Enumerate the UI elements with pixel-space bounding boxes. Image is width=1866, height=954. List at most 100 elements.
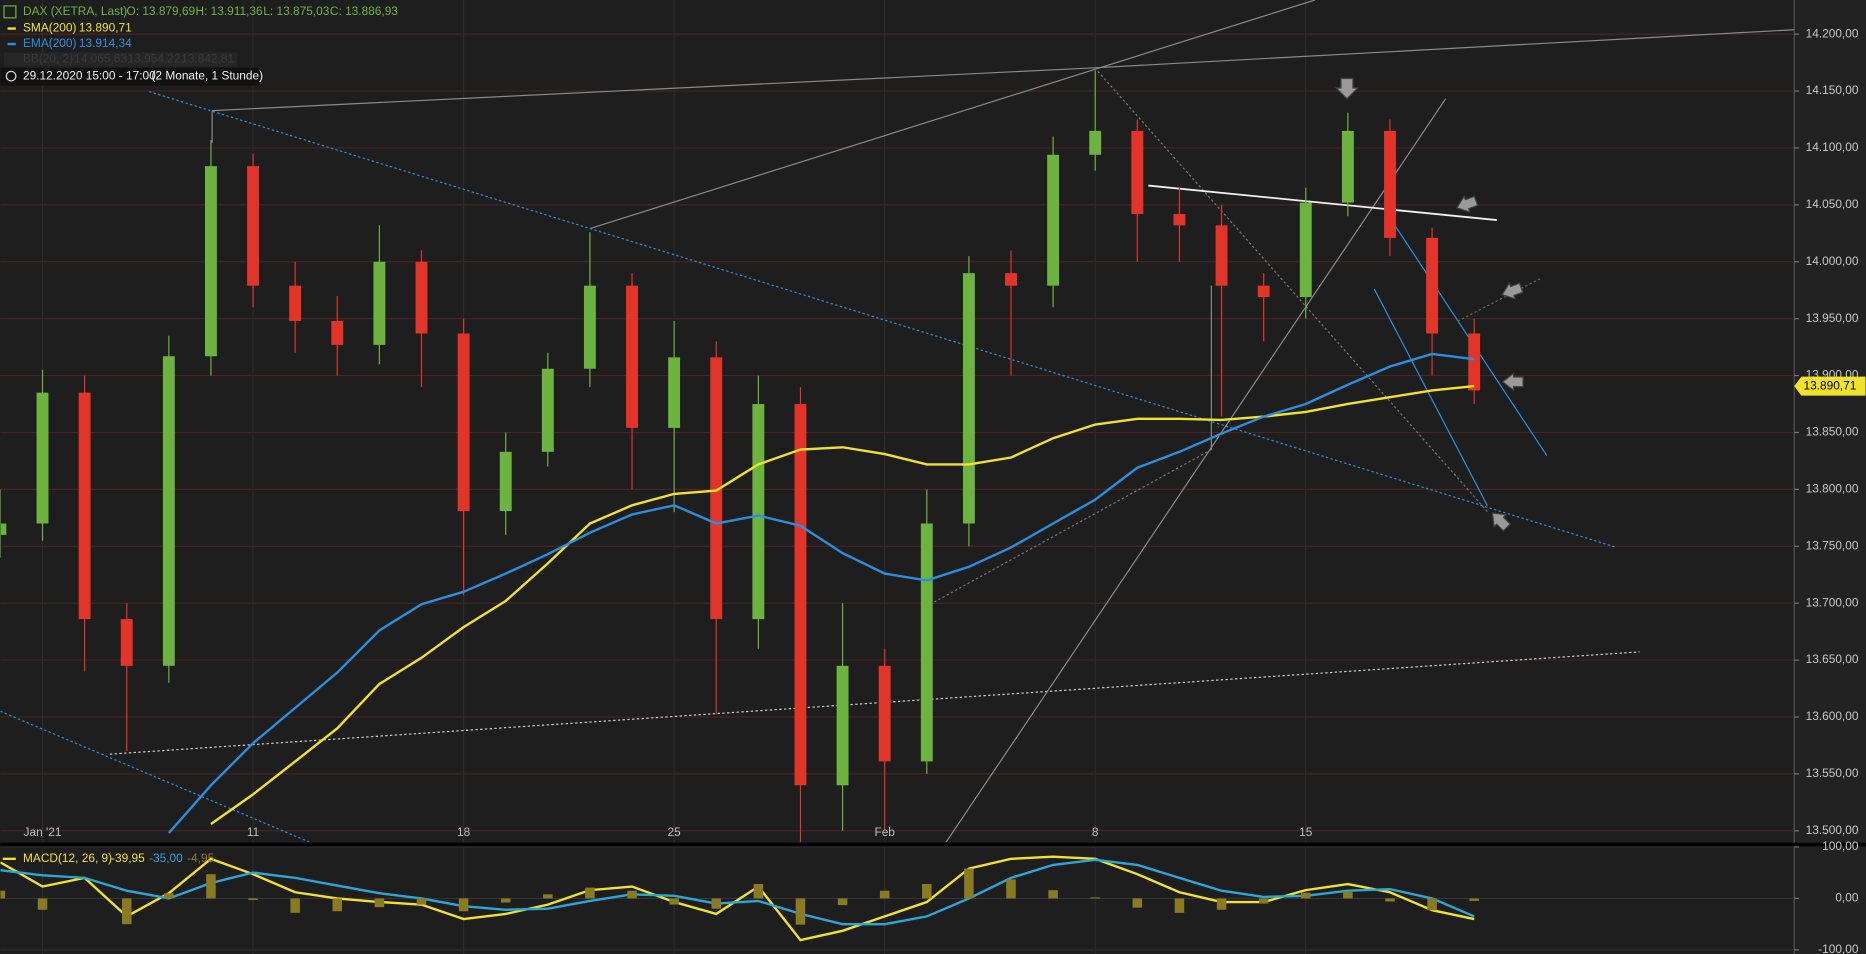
candle-body bbox=[752, 404, 765, 620]
y-tick-label: 13.550,00 bbox=[1806, 766, 1859, 780]
faded-legend-bg bbox=[3, 52, 238, 67]
y-tick-label: 13.800,00 bbox=[1806, 482, 1859, 496]
legend-value: -39,95 bbox=[111, 851, 145, 865]
trend-line bbox=[212, 67, 1095, 112]
ohlc-value: L: 13.875,03 bbox=[263, 4, 329, 18]
candle-body bbox=[1341, 130, 1354, 203]
candle-body bbox=[289, 285, 302, 321]
histogram-bar bbox=[837, 898, 848, 906]
candle-body bbox=[499, 451, 512, 512]
candle-body bbox=[920, 523, 933, 762]
histogram-bar bbox=[37, 898, 48, 910]
candle-body bbox=[626, 285, 638, 428]
candle-body bbox=[1299, 202, 1312, 298]
candles bbox=[0, 70, 1481, 843]
trend-line bbox=[1094, 29, 1795, 69]
histogram-bar bbox=[543, 894, 553, 899]
indicator-lines bbox=[167, 352, 1475, 834]
chart-title: DAX (XETRA, Last) bbox=[23, 4, 127, 18]
axes: 13.500,00 13.550,00 13.600,00 13.650,00 13.7… bbox=[24, 26, 1866, 954]
legend-label: SMA(200) bbox=[23, 21, 77, 35]
resistance-line bbox=[1148, 184, 1497, 221]
histogram-bar bbox=[753, 884, 764, 899]
legend-value: 13.914,34 bbox=[79, 36, 132, 50]
trend-line bbox=[1094, 67, 1488, 512]
y-tick-label: 14.150,00 bbox=[1806, 83, 1859, 97]
y-tick-label: 13.500,00 bbox=[1806, 823, 1859, 837]
ohlc-value: H: 13.911,36 bbox=[195, 4, 263, 18]
candle-body bbox=[1384, 130, 1396, 238]
legend-value: 13.890,71 bbox=[79, 21, 132, 35]
axis-panel bbox=[1794, 0, 1866, 954]
histogram-bar bbox=[290, 898, 300, 913]
candle-body bbox=[36, 392, 49, 524]
candle-body bbox=[878, 665, 891, 762]
faded-legend: BB(20, 2) bbox=[23, 52, 73, 66]
legend: DAX (XETRA, Last) O: 13.879,69 H: 13.911… bbox=[0, 4, 398, 865]
histogram-bar bbox=[500, 898, 511, 903]
trend-line bbox=[1457, 277, 1542, 322]
candle-body bbox=[1005, 273, 1017, 286]
period: 29.12.2020 15:00 - 17:00 bbox=[23, 68, 156, 82]
histogram-bar bbox=[1258, 898, 1269, 904]
trend-line bbox=[148, 91, 1616, 548]
histogram-bar bbox=[416, 898, 427, 905]
histogram-bar bbox=[1132, 898, 1143, 908]
candle-body bbox=[583, 285, 596, 369]
trend-line bbox=[925, 449, 1212, 608]
histogram-bar bbox=[121, 898, 132, 925]
histogram-bar bbox=[711, 898, 722, 909]
candle-body bbox=[162, 356, 175, 666]
x-tick-label: 8 bbox=[1092, 825, 1099, 839]
histogram-bar bbox=[1301, 892, 1311, 899]
ohlc-value: C: 13.886,93 bbox=[330, 4, 398, 18]
histogram-bar bbox=[1090, 897, 1100, 899]
arrow-icon bbox=[1501, 372, 1524, 392]
faded-legend: 14.065,63 bbox=[74, 52, 127, 66]
candle-body bbox=[247, 166, 260, 286]
candle-body bbox=[794, 404, 807, 786]
y-tick-label: 13.850,00 bbox=[1806, 425, 1859, 439]
candle-body bbox=[668, 357, 681, 428]
candle-body bbox=[78, 392, 91, 620]
arrow-icon bbox=[1334, 77, 1360, 100]
histogram-bar bbox=[795, 898, 806, 925]
price-tag-label: 13.890,71 bbox=[1803, 378, 1856, 392]
trend-line bbox=[109, 651, 1640, 755]
candle-body bbox=[710, 357, 723, 620]
candle-body bbox=[1257, 285, 1270, 298]
arrow-icon bbox=[1456, 195, 1479, 213]
legend-value: -35,00 bbox=[149, 851, 183, 865]
x-tick-label: 25 bbox=[668, 825, 682, 839]
y-tick-label: 14.100,00 bbox=[1806, 140, 1859, 154]
histogram-bar bbox=[585, 887, 595, 899]
histogram-bar bbox=[332, 898, 343, 912]
arrow-icon bbox=[1501, 281, 1524, 300]
histogram-bar bbox=[206, 874, 216, 899]
x-tick-label: 15 bbox=[1299, 825, 1313, 839]
histogram-bar bbox=[374, 898, 385, 908]
histogram-bar bbox=[1385, 898, 1395, 902]
macd-title: MACD(12, 26, 9) bbox=[23, 851, 112, 865]
y-tick-label: 14.050,00 bbox=[1806, 197, 1859, 211]
y-tick-label: 14.000,00 bbox=[1806, 254, 1859, 268]
histogram-bar bbox=[1343, 891, 1353, 899]
candle-body bbox=[415, 261, 428, 334]
y-tick-label: 13.600,00 bbox=[1806, 709, 1859, 723]
y-tick-label: 13.700,00 bbox=[1806, 595, 1859, 609]
x-tick-label: 11 bbox=[247, 825, 260, 839]
histogram-bar bbox=[879, 890, 890, 899]
legend-label: EMA(200) bbox=[23, 36, 77, 50]
macd-pane bbox=[0, 855, 1795, 942]
indicator-line bbox=[167, 352, 1475, 834]
y-tick-label: 13.650,00 bbox=[1806, 652, 1859, 666]
range: (2 Monate, 1 Stunde) bbox=[151, 68, 263, 82]
chart-icon bbox=[3, 5, 17, 19]
candle-body bbox=[1173, 213, 1186, 226]
period-bg bbox=[0, 67, 260, 86]
candle-body bbox=[1468, 333, 1481, 391]
faded-legend: 13.954,22 bbox=[128, 52, 181, 66]
candle-body bbox=[331, 320, 344, 345]
